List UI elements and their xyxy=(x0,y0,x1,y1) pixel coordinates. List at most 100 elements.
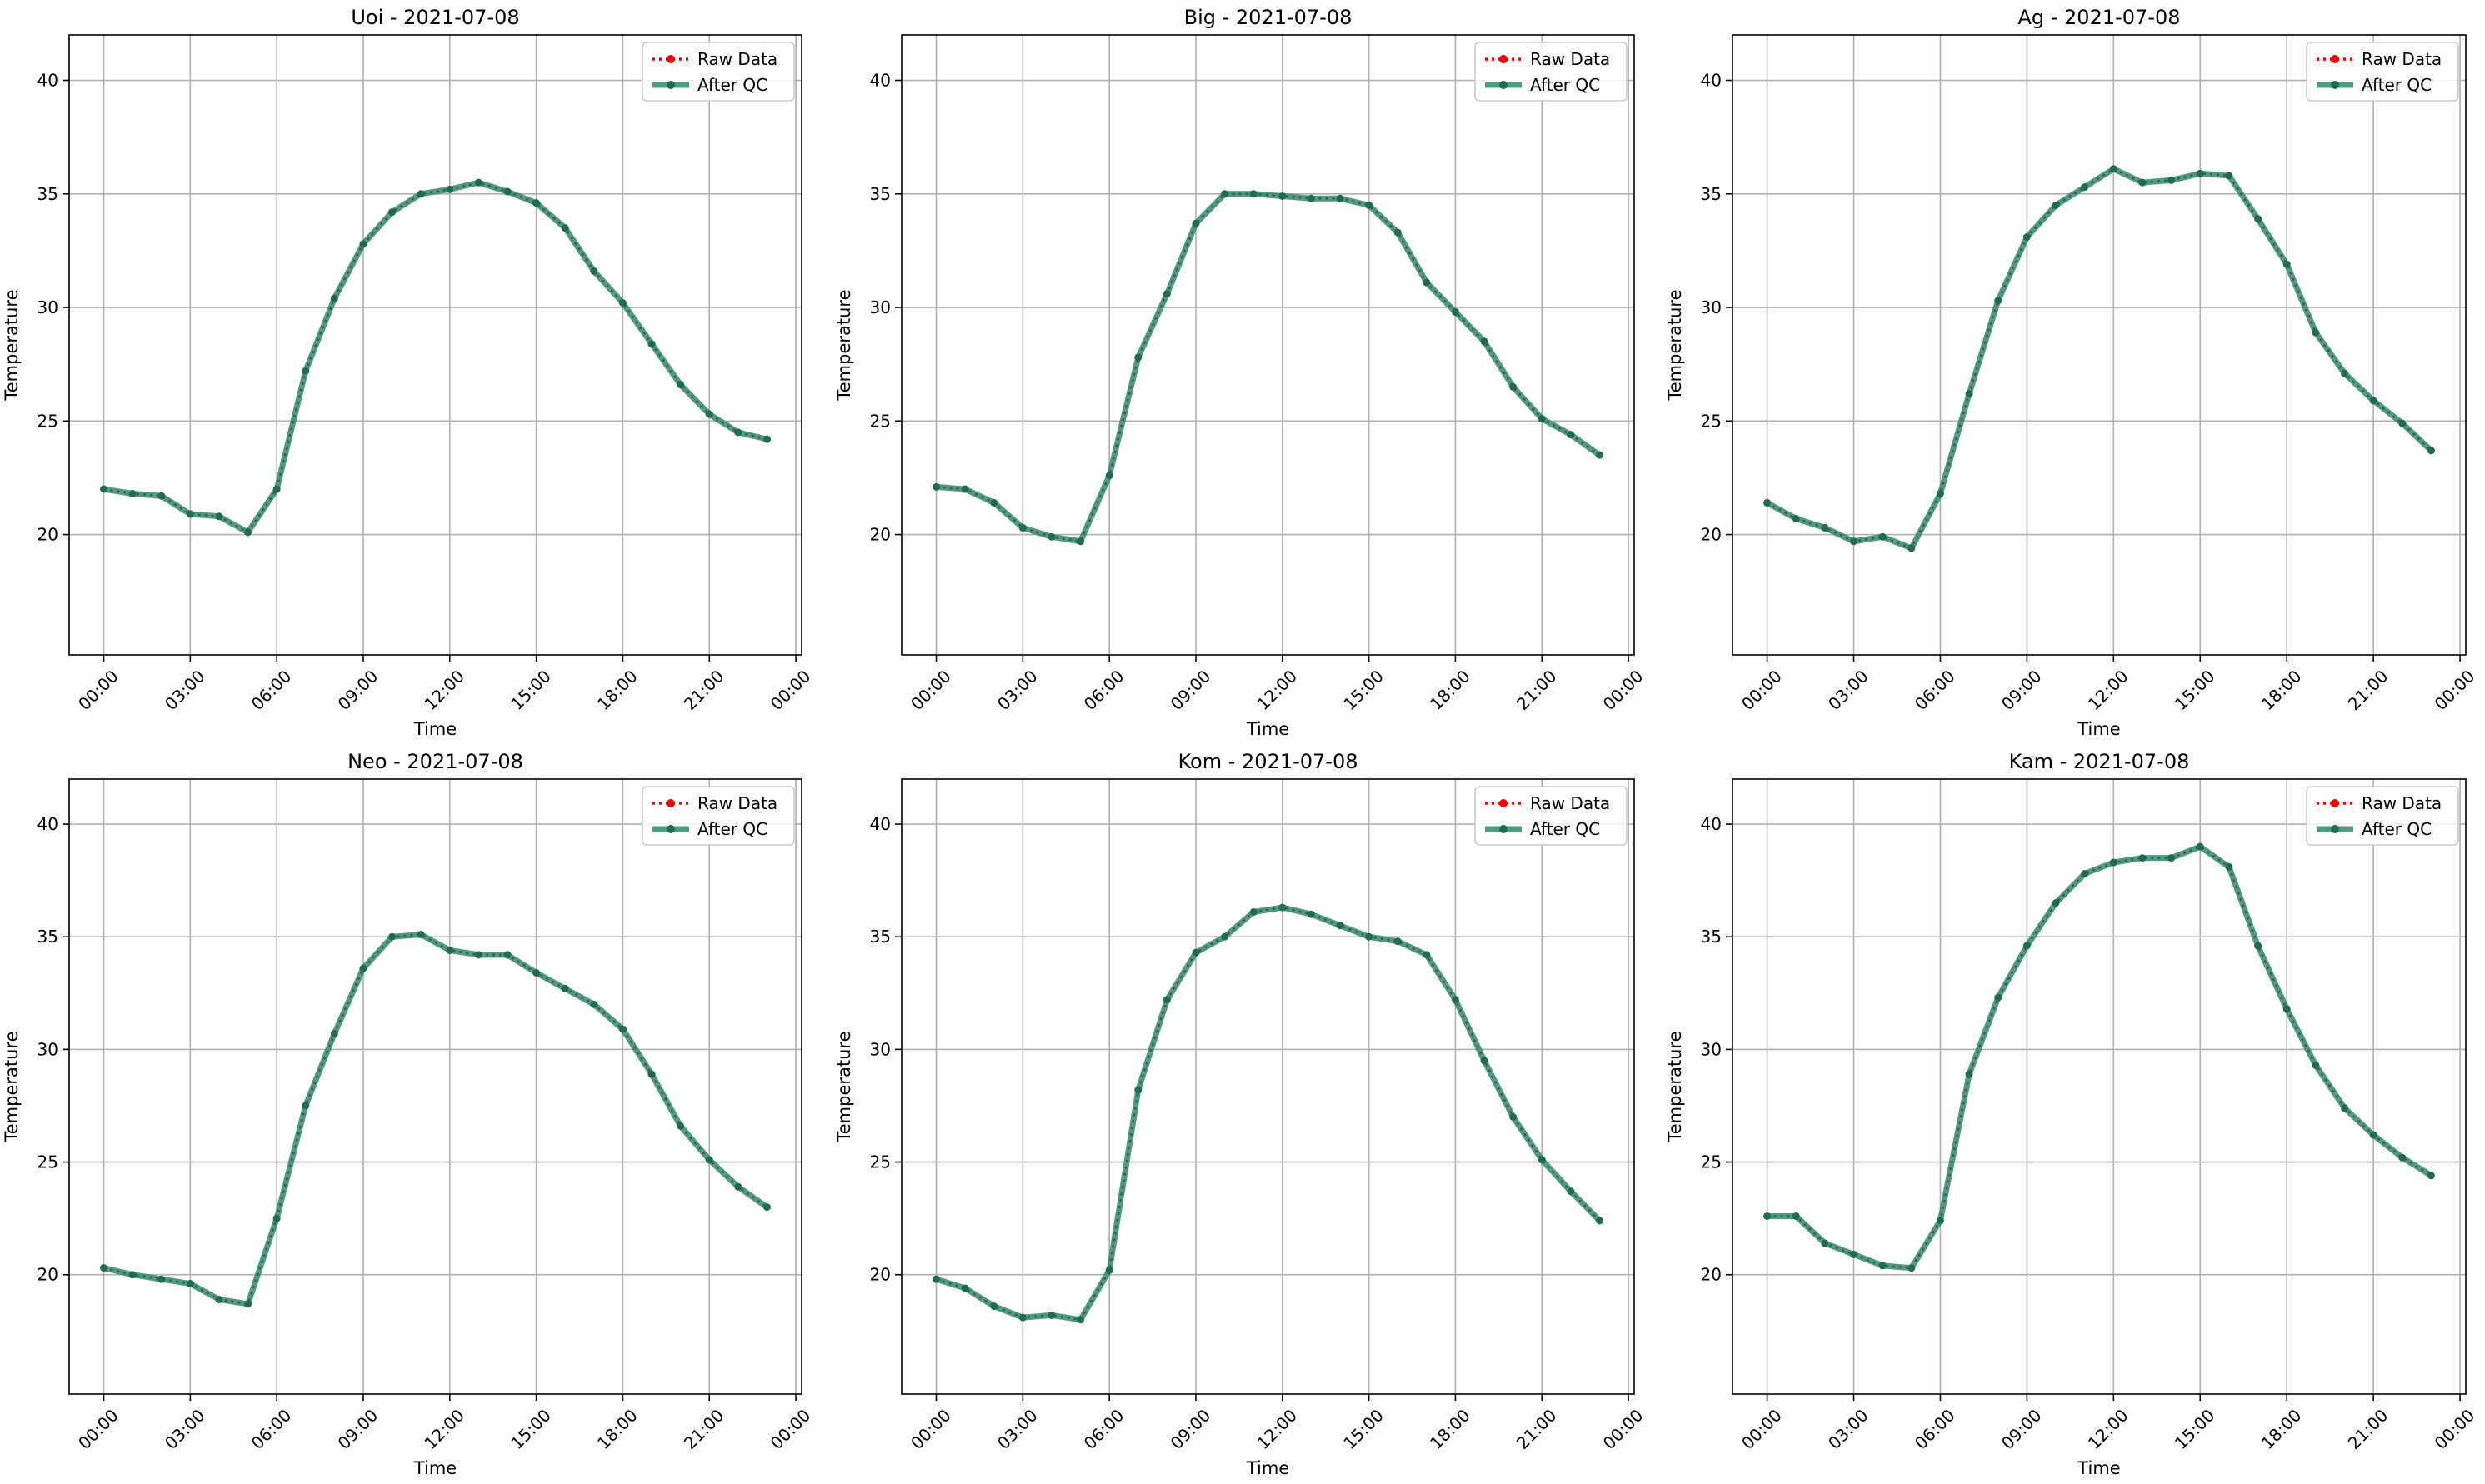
data-point xyxy=(1936,490,1944,498)
data-point xyxy=(1850,537,1858,546)
data-point xyxy=(474,951,482,959)
data-point xyxy=(1077,537,1085,546)
legend-qc-marker xyxy=(667,81,675,89)
legend-raw-label: Raw Data xyxy=(2362,793,2442,813)
legend-raw-marker xyxy=(1499,799,1508,807)
data-point xyxy=(1278,903,1287,912)
data-point xyxy=(2109,165,2118,173)
data-point xyxy=(1105,472,1113,480)
data-points xyxy=(1763,842,2435,1272)
subplot-title: Kom - 2021-07-08 xyxy=(1178,750,1358,773)
legend-qc-label: After QC xyxy=(698,75,768,95)
data-point xyxy=(762,1203,771,1212)
data-point xyxy=(1249,190,1258,198)
data-point xyxy=(648,1070,656,1078)
legend-raw-marker xyxy=(667,799,675,807)
y-tick-label: 35 xyxy=(1701,184,1722,204)
y-tick-label: 40 xyxy=(870,814,891,834)
data-point xyxy=(302,367,310,375)
data-point xyxy=(1538,1156,1546,1164)
data-point xyxy=(2138,178,2147,187)
raw-data-line-overlay xyxy=(103,933,768,1305)
data-point xyxy=(1908,1264,1916,1272)
subplot-title: Uoi - 2021-07-08 xyxy=(351,6,519,29)
subplot-title: Big - 2021-07-08 xyxy=(1184,6,1352,29)
data-point xyxy=(762,435,771,443)
data-point xyxy=(705,410,713,418)
data-point xyxy=(1994,297,2002,305)
subplot-title: Neo - 2021-07-08 xyxy=(348,750,523,773)
y-tick-label: 25 xyxy=(870,1152,891,1172)
legend-qc-label: After QC xyxy=(2362,819,2432,839)
data-point xyxy=(1307,910,1315,918)
y-tick-label: 30 xyxy=(870,1039,891,1059)
data-point xyxy=(272,1214,281,1222)
data-point xyxy=(503,187,512,196)
y-tick-label: 35 xyxy=(38,184,58,204)
data-point xyxy=(2168,176,2176,184)
data-point xyxy=(1595,451,1603,459)
data-point xyxy=(1134,353,1142,362)
data-point xyxy=(1336,922,1344,930)
data-point xyxy=(2427,1172,2435,1180)
data-point xyxy=(2081,183,2089,192)
data-point xyxy=(330,1029,338,1037)
data-point xyxy=(446,185,454,193)
data-point xyxy=(618,1025,627,1033)
x-axis-label: Time xyxy=(1246,719,1289,739)
data-point xyxy=(330,294,338,302)
legend-qc-marker xyxy=(667,825,675,833)
subplot-title: Ag - 2021-07-08 xyxy=(2018,6,2180,29)
raw-data-line-overlay xyxy=(936,192,1601,542)
data-point xyxy=(186,1280,194,1288)
data-point xyxy=(2398,419,2407,427)
data-point xyxy=(158,492,166,500)
data-point xyxy=(1365,201,1373,209)
x-axis-label: Time xyxy=(2077,719,2120,739)
data-point xyxy=(618,299,627,307)
data-point xyxy=(2427,447,2435,455)
data-point xyxy=(359,964,368,972)
data-point xyxy=(474,178,482,187)
data-point xyxy=(2022,233,2031,242)
data-point xyxy=(2138,854,2147,862)
y-tick-label: 25 xyxy=(1701,411,1722,431)
y-tick-label: 25 xyxy=(38,411,58,431)
data-point xyxy=(1509,1112,1518,1121)
data-point xyxy=(734,428,742,437)
axes-frame xyxy=(1732,34,2467,656)
legend-raw-label: Raw Data xyxy=(2362,49,2442,69)
data-point xyxy=(417,931,425,939)
data-point xyxy=(2312,1061,2320,1069)
data-point xyxy=(1365,932,1373,941)
legend: Raw Data After QC xyxy=(1474,786,1628,846)
data-point xyxy=(677,1122,685,1130)
data-point xyxy=(1451,996,1459,1004)
data-point xyxy=(1192,219,1200,227)
legend-qc-marker xyxy=(2331,825,2339,833)
data-point xyxy=(1567,1187,1575,1196)
raw-data-line-overlay xyxy=(936,907,1601,1321)
y-tick-label: 40 xyxy=(870,71,891,91)
data-points xyxy=(932,190,1603,546)
legend-raw-marker xyxy=(2331,799,2339,807)
data-point xyxy=(1018,1313,1027,1322)
x-axis-label: Time xyxy=(1246,1458,1289,1478)
legend-qc-marker xyxy=(1499,825,1508,833)
data-point xyxy=(100,1264,108,1272)
legend-raw-marker xyxy=(667,55,675,63)
data-point xyxy=(1422,278,1431,287)
gridlines xyxy=(1732,779,2466,1394)
data-point xyxy=(503,951,512,959)
y-tick-label: 30 xyxy=(1701,1039,1722,1059)
data-point xyxy=(1336,194,1344,202)
data-point xyxy=(2225,862,2233,871)
data-point xyxy=(1994,993,2002,1002)
data-point xyxy=(1422,951,1431,959)
data-point xyxy=(1221,932,1229,941)
legend-raw-label: Raw Data xyxy=(698,793,778,813)
data-point xyxy=(1936,1217,1944,1225)
data-point xyxy=(1850,1250,1858,1258)
legend-qc-label: After QC xyxy=(1530,75,1600,95)
